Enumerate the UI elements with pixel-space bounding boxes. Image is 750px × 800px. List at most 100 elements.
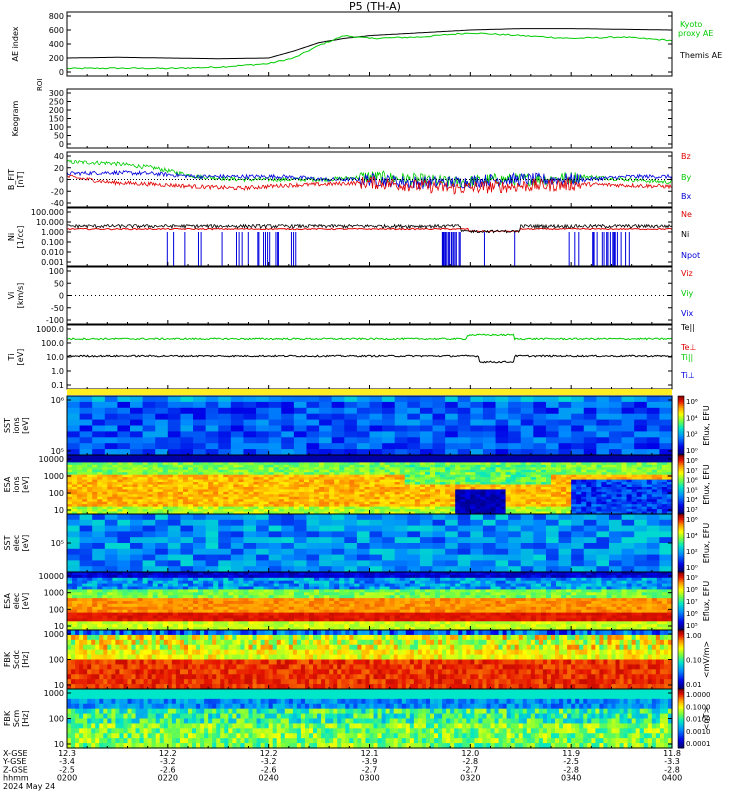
spectrogram-cell: [67, 566, 81, 573]
spectrogram-cell: [177, 482, 184, 486]
spectrogram-cell: [288, 479, 295, 483]
spectrogram-cell: [188, 615, 194, 619]
spectrogram-cell: [243, 431, 257, 438]
spectrogram-cell: [500, 511, 507, 515]
spectrogram-cell: [631, 462, 638, 466]
spectrogram-cell: [510, 459, 517, 463]
spectrogram-cell: [485, 499, 492, 503]
spectrogram-cell: [369, 396, 383, 403]
spectrogram-cell: [79, 537, 93, 544]
spectrogram-cell: [167, 519, 182, 527]
spectrogram-cell: [268, 459, 275, 463]
spectrogram-cell: [424, 462, 431, 466]
spectrogram-cell: [319, 482, 325, 486]
spectrogram-cell: [258, 499, 265, 503]
spectrogram-cell: [303, 479, 310, 483]
spectrogram-cell: [309, 459, 315, 463]
spectrogram-cell: [482, 531, 497, 538]
spectrogram-cell: [167, 504, 174, 508]
spectrogram-cell: [243, 477, 250, 481]
spectrogram-cell: [621, 431, 635, 438]
spectrogram-cell: [167, 580, 174, 585]
spectrogram-cell: [596, 509, 603, 513]
spectrogram-cell: [356, 566, 371, 573]
spectrogram-cell: [369, 525, 383, 532]
spectrogram-cell: [157, 459, 164, 463]
spectrogram-cell: [382, 519, 396, 527]
spectrogram-cell: [198, 491, 204, 495]
spectrogram-cell: [500, 509, 507, 513]
spectrogram-cell: [92, 425, 106, 432]
spectrogram-cell: [445, 437, 459, 444]
spectrogram-cell: [480, 509, 487, 513]
spectrogram-cell: [268, 407, 282, 415]
spectrogram-cell: [72, 486, 78, 491]
spectrogram-cell: [508, 554, 522, 561]
spectrogram-cell: [117, 595, 124, 599]
spectrogram-cell: [193, 566, 207, 573]
spectrogram-cell: [440, 479, 446, 483]
spectrogram-cell: [571, 566, 585, 573]
spectrogram-cell: [142, 509, 149, 513]
spectrogram-cell: [218, 401, 232, 409]
spectrogram-cell: [460, 504, 466, 508]
spectrogram-cell: [177, 621, 184, 625]
spectrogram-cell: [409, 486, 416, 491]
spectrogram-cell: [440, 496, 446, 500]
spectrogram-cell: [455, 467, 461, 471]
spectrogram-cell: [490, 501, 497, 505]
spectrogram-cell: [182, 603, 189, 608]
spectrogram-cell: [545, 479, 552, 483]
spectrogram-cell: [409, 511, 416, 515]
spectrogram-cell: [188, 627, 194, 631]
spectrogram-cell: [147, 501, 154, 505]
spectrogram-cell: [465, 506, 471, 510]
spectrogram-cell: [344, 496, 350, 500]
spectrogram-cell: [349, 477, 355, 481]
spectrogram-cell: [634, 449, 648, 456]
spectrogram-cell: [659, 401, 673, 409]
spectrogram-cell: [283, 511, 290, 515]
spectrogram-cell: [571, 474, 577, 478]
spectrogram-cell: [409, 484, 416, 488]
spectrogram-cell: [137, 583, 144, 588]
spectrogram-cell: [67, 511, 73, 515]
spectrogram-cell: [369, 413, 383, 421]
spectrogram-cell: [656, 501, 663, 505]
spectrogram-cell: [601, 504, 608, 508]
spectrogram-cell: [409, 467, 416, 471]
spectrogram-cell: [268, 531, 282, 538]
colorbar-step: [678, 494, 684, 497]
spectrogram-cell: [611, 499, 618, 503]
spectrogram-cell: [455, 482, 461, 486]
spectrogram-cell: [601, 496, 608, 500]
spectrogram-cell: [364, 491, 371, 495]
spectrogram-cell: [450, 467, 456, 471]
spectrogram-cell: [508, 548, 522, 556]
spectrogram-cell: [558, 449, 572, 456]
spectrogram-cell: [535, 489, 542, 493]
spectrogram-cell: [424, 482, 431, 486]
spectrogram-cell: [67, 496, 73, 500]
spectrogram-cell: [369, 464, 376, 468]
spectrogram-cell: [102, 499, 108, 503]
spectrogram-cell: [112, 624, 119, 628]
spectrogram-cell: [659, 514, 673, 521]
spectrogram-cell: [137, 482, 144, 486]
spectrogram-cell: [157, 484, 164, 488]
spectrogram-cell: [122, 457, 129, 461]
spectrogram-cell: [130, 407, 144, 415]
spectrogram-cell: [596, 514, 610, 521]
spectrogram-cell: [298, 511, 305, 515]
spectrogram-cell: [566, 501, 572, 505]
spectrogram-cell: [596, 457, 603, 461]
spectrogram-cell: [268, 419, 282, 427]
spectrogram-cell: [198, 472, 204, 476]
spectrogram-cell: [218, 489, 224, 493]
spectrogram-cell: [122, 511, 129, 515]
spectrogram-cell: [445, 474, 451, 478]
spectrogram-cell: [505, 486, 512, 491]
spectrogram-cell: [306, 431, 320, 438]
spectrogram-cell: [208, 459, 214, 463]
spectrogram-cell: [440, 472, 446, 476]
